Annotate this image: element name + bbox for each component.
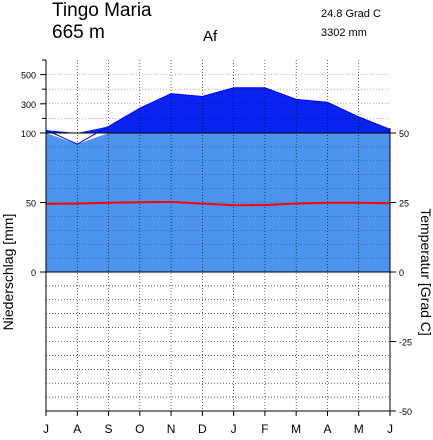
left-axis-title: Niederschlag [mm] <box>0 214 16 331</box>
left-tick-label: 300 <box>21 100 36 110</box>
left-tick-label: 500 <box>21 71 36 81</box>
precipitation-line <box>45 87 391 145</box>
right-tick-label: -50 <box>399 407 412 417</box>
month-label: N <box>167 422 176 436</box>
wet-area-fill <box>46 133 390 206</box>
month-label: J <box>43 422 49 436</box>
left-tick-label: 50 <box>26 199 36 209</box>
month-label: F <box>261 422 268 436</box>
precipitation-peak-area <box>46 87 390 133</box>
right-axis-title: Temperatur [Grad C] <box>418 208 433 336</box>
month-label: S <box>105 422 113 436</box>
axes <box>40 59 396 416</box>
data-lines <box>45 87 391 207</box>
month-label: A <box>73 422 81 436</box>
precip-peak-fill <box>46 87 390 133</box>
month-label: O <box>135 422 144 436</box>
right-tick-label: 50 <box>399 129 409 139</box>
wet-season-area <box>46 133 390 272</box>
temperature-line <box>45 200 391 207</box>
mean-temperature: 24.8 Grad C <box>321 8 381 20</box>
station-elevation: 665 m <box>52 22 105 43</box>
annual-precipitation: 3302 mm <box>321 27 367 39</box>
month-label: M <box>291 422 301 436</box>
right-tick-label: 0 <box>399 268 404 278</box>
left-tick-label: 0 <box>31 268 36 278</box>
station-name: Tingo Maria <box>52 0 152 21</box>
humid-fill-lower <box>46 201 390 272</box>
month-label: A <box>323 422 331 436</box>
right-tick-label: 25 <box>399 199 409 209</box>
month-label: J <box>387 422 393 436</box>
right-tick-label: -25 <box>399 338 412 348</box>
climate-class: Af <box>203 28 218 45</box>
month-label: J <box>231 422 237 436</box>
left-tick-label: 100 <box>21 129 36 139</box>
month-label: D <box>198 422 207 436</box>
month-label: M <box>354 422 364 436</box>
